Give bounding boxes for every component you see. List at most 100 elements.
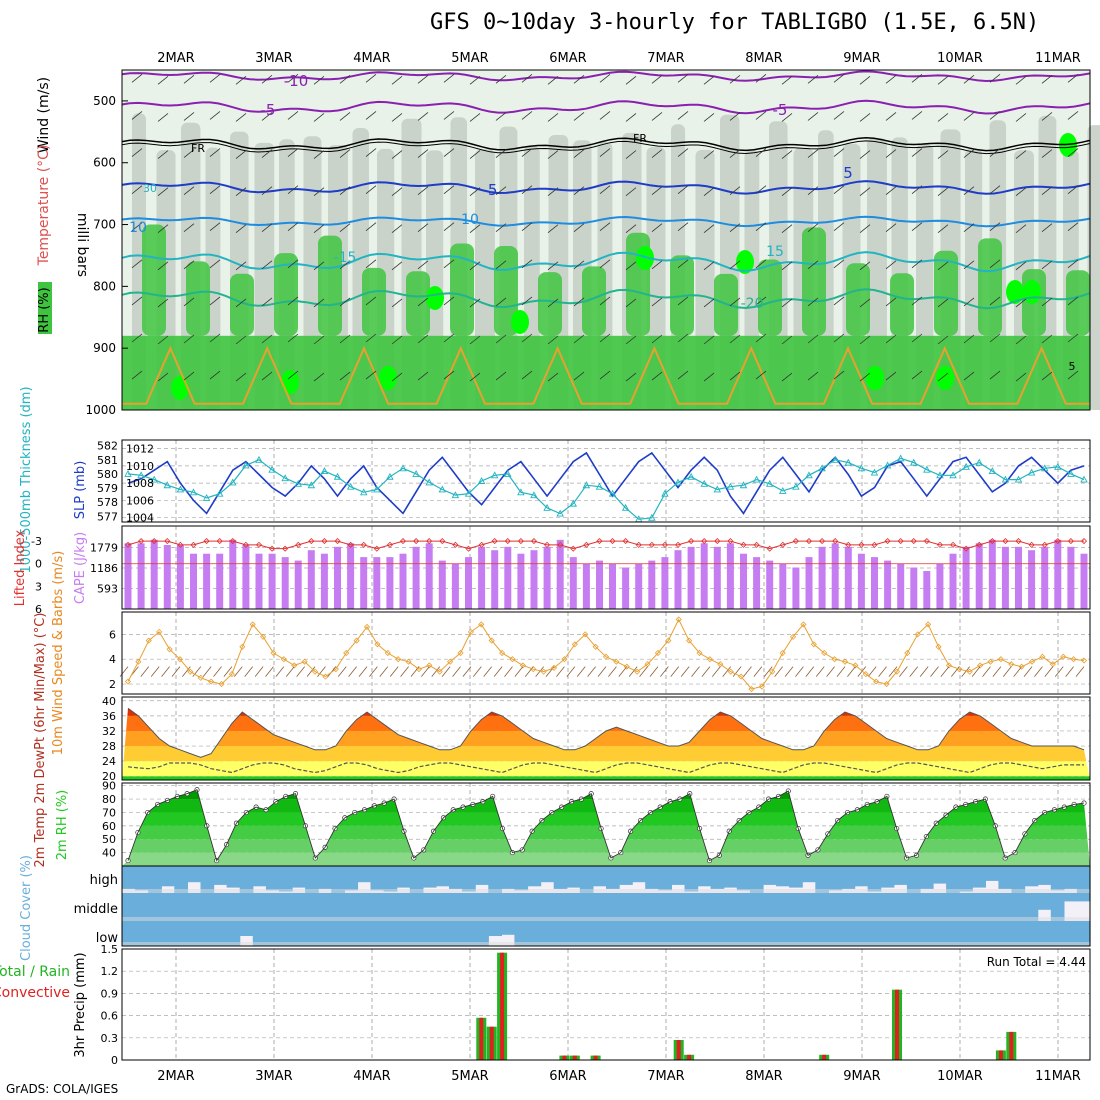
cape-bar — [779, 564, 787, 609]
cloud-cover-bar — [396, 893, 411, 921]
rh-green-plume — [274, 253, 298, 336]
upper-wind-barb — [885, 297, 897, 307]
wind-barb — [504, 666, 513, 677]
cape-bar — [1001, 546, 1009, 610]
cloud-cover-bar — [710, 866, 725, 889]
cape-bar — [844, 546, 852, 610]
precip-axis-label: 3hr Precip (mm) — [73, 952, 88, 1057]
upper-wind-barb — [183, 371, 195, 381]
upper-wind-barb — [157, 113, 169, 122]
cape-bar — [988, 539, 996, 609]
upper-wind-barb — [495, 297, 507, 307]
cloud-cover-bar — [645, 893, 659, 921]
lifted-index-point — [963, 545, 970, 552]
date-bottom-label: 5MAR — [451, 1069, 488, 1084]
upper-wind-barb — [131, 74, 143, 83]
upper-wind-barb — [547, 187, 559, 196]
cloud-cover-bar — [684, 893, 699, 921]
cloud-cover-bar — [553, 893, 568, 921]
wind-speed-point — [644, 661, 651, 668]
temp-axis-label: 2m Temp 2m DewPt (6hr Min/Max) (°C) — [33, 613, 48, 868]
wind-barb — [514, 666, 524, 677]
upper-wind-barb — [625, 113, 637, 122]
upper-wind-barb — [495, 75, 507, 84]
cloud-cover-bar — [854, 921, 869, 946]
wind-barb — [1075, 666, 1085, 677]
cloud-cover-bar — [318, 893, 332, 921]
upper-wind-barb — [703, 76, 715, 85]
precip-series-convective-label: Convective — [0, 985, 70, 1001]
precip-convective-bar — [572, 1055, 577, 1060]
cloud-cover-bar — [553, 921, 568, 946]
upper-wind-barb — [209, 222, 221, 232]
upper-wind-barb — [235, 76, 247, 85]
lifted-index-point — [452, 541, 459, 548]
upper-wind-barb — [443, 370, 455, 380]
upper-wind-barb — [443, 259, 455, 269]
wind-speed-point — [550, 664, 558, 671]
upper-wind-barb — [547, 113, 559, 122]
cloud-cover-bar — [409, 893, 424, 921]
upper-wind-barb — [677, 370, 689, 380]
upper-wind-barb — [755, 185, 767, 194]
cape-bar — [766, 560, 774, 609]
cloud-cover-bar — [1037, 921, 1052, 946]
wind-barb — [150, 666, 160, 677]
upper-wind-barb — [1015, 372, 1027, 382]
upper-wind-barb — [937, 335, 949, 345]
upper-wind-barb — [573, 260, 585, 270]
upper-wind-barb — [261, 260, 273, 270]
lifted-index-point — [923, 538, 930, 545]
cape-bar — [556, 539, 564, 609]
cape-bar — [923, 571, 931, 609]
wind-barb — [711, 666, 721, 677]
slp-axis-label: SLP (mb) — [73, 461, 88, 520]
wind-speed-point — [987, 658, 994, 665]
upper-wind-barb — [807, 260, 819, 270]
wind-speed-point — [966, 668, 973, 675]
upper-wind-barb — [547, 298, 559, 308]
cloud-cover-bar — [527, 893, 542, 921]
wind-barb — [119, 666, 129, 677]
upper-wind-barb — [287, 185, 299, 194]
upper-wind-barb — [339, 112, 351, 121]
upper-wind-barb — [183, 186, 195, 195]
upper-wind-barb — [391, 335, 403, 345]
upper-wind-barb — [469, 113, 481, 122]
lifted-index-point — [229, 538, 236, 545]
upper-wind-barb — [443, 74, 455, 83]
rh-side-label: RH (%) — [37, 287, 52, 332]
contour-label: FR — [633, 132, 647, 145]
wind-barb — [275, 666, 285, 677]
upper-wind-barb — [547, 335, 559, 345]
temp-band — [122, 746, 1090, 762]
upper-wind-barb — [469, 76, 481, 85]
precip-convective-bar — [822, 1054, 827, 1060]
cape-bar — [150, 539, 158, 609]
upper-wind-barb — [573, 371, 585, 381]
cloud-cover-bar — [1063, 893, 1078, 902]
cloud-cover-bar — [906, 893, 921, 921]
slp-tick-label: 1012 — [126, 443, 154, 456]
cloud-cover-bar — [828, 893, 843, 921]
upper-wind-barb — [313, 76, 325, 85]
wind-speed-point — [1039, 653, 1046, 660]
temp-band — [122, 761, 1090, 777]
rh-peak-spot — [1023, 280, 1041, 304]
temp-tick-label: 20 — [102, 770, 116, 783]
wind-speed-point — [384, 649, 391, 657]
cape-bar — [975, 543, 983, 609]
temp-band — [122, 708, 1090, 716]
rh-peak-spot — [736, 250, 754, 274]
wind-speed-point — [862, 671, 869, 678]
rh-peak-spot — [281, 370, 299, 394]
upper-wind-barb — [131, 222, 143, 232]
upper-wind-barb — [651, 371, 663, 381]
date-top-label: 8MAR — [745, 51, 782, 66]
upper-wind-barb — [235, 261, 247, 271]
cloud-cover-bar — [213, 893, 228, 921]
date-top-label: 5MAR — [451, 51, 488, 66]
upper-wind-barb — [521, 185, 533, 194]
wind-barb — [888, 666, 898, 677]
cape-bar — [307, 550, 315, 609]
